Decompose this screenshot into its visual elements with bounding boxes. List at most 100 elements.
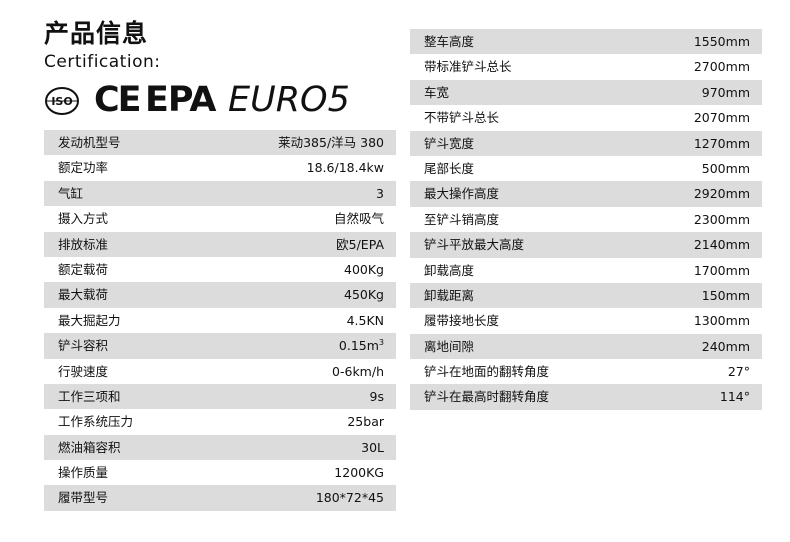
spec-label: 燃油箱容积 <box>58 439 121 455</box>
spec-row: 燃油箱容积 30L <box>44 434 396 461</box>
spec-value: 1550mm <box>694 29 750 54</box>
spec-value: 240mm <box>702 334 750 359</box>
spec-value: 2140mm <box>694 232 750 257</box>
epa-logo: EPA <box>145 80 216 120</box>
spec-row: 最大掘起力 4.5KN <box>44 308 396 333</box>
spec-label: 最大载荷 <box>58 287 109 303</box>
spec-row: 履带接地长度 1300mm <box>410 308 762 333</box>
spec-label: 铲斗容积 <box>58 338 109 354</box>
spec-row: 不带铲斗总长 2070mm <box>410 105 762 130</box>
engine-spec-table: 发动机型号 莱动385/洋马 380 额定功率 18.6/18.4kw 气缸 3 摄入方式 自… <box>44 130 396 511</box>
spec-value-text: 27° <box>727 364 750 380</box>
spec-row: 车宽 970mm <box>410 79 762 106</box>
spec-value: 1300mm <box>694 308 750 333</box>
spec-label: 额定功率 <box>58 160 109 176</box>
spec-value-text: 450Kg <box>344 287 384 303</box>
spec-value: 150mm <box>702 283 750 308</box>
spec-row: 发动机型号 莱动385/洋马 380 <box>44 130 396 156</box>
spec-value-text: 1300mm <box>693 313 750 329</box>
spec-value-text: 莱动385/洋马 380 <box>278 135 384 150</box>
spec-value: 25bar <box>347 409 384 434</box>
spec-value: 自然吸气 <box>334 206 384 231</box>
spec-value-text: 500mm <box>701 160 750 176</box>
spec-value-text: 150mm <box>701 287 750 303</box>
spec-value-text: 1270mm <box>693 135 750 151</box>
spec-value: 2070mm <box>694 105 750 130</box>
spec-label: 尾部长度 <box>424 160 475 176</box>
spec-label: 操作质量 <box>58 465 109 481</box>
spec-value: 30L <box>361 435 384 460</box>
spec-value-text: 2300mm <box>693 211 750 227</box>
spec-value: 9s <box>370 384 384 409</box>
spec-value: 27° <box>728 359 750 384</box>
spec-value: 400Kg <box>344 257 384 282</box>
spec-label: 带标准铲斗总长 <box>424 59 512 75</box>
spec-value: 欧5/EPA <box>336 232 384 257</box>
spec-row: 卸载高度 1700mm <box>410 258 762 283</box>
spec-row: 工作三项和 9s <box>44 383 396 410</box>
spec-row: 铲斗宽度 1270mm <box>410 130 762 156</box>
spec-value-text: 0.15m <box>338 338 379 354</box>
spec-row: 最大操作高度 2920mm <box>410 181 762 207</box>
spec-label: 排放标准 <box>58 236 109 252</box>
spec-value: 0.15m3 <box>339 333 384 358</box>
spec-value-text: 1550mm <box>693 34 750 49</box>
iso-logo-icon: ISO <box>44 86 80 116</box>
spec-row: 行驶速度 0-6km/h <box>44 359 396 384</box>
spec-value: 18.6/18.4kw <box>307 155 384 180</box>
spec-value-text: 114° <box>719 389 750 405</box>
spec-value: 970mm <box>702 80 750 105</box>
spec-value: 180*72*45 <box>316 485 384 510</box>
spec-row: 带标准铲斗总长 2700mm <box>410 54 762 79</box>
spec-value-text: 25bar <box>347 414 384 430</box>
spec-row: 铲斗在最高时翻转角度 114° <box>410 384 762 410</box>
spec-value: 114° <box>720 384 750 409</box>
spec-value: 2920mm <box>694 181 750 206</box>
spec-value-text: 自然吸气 <box>333 211 384 227</box>
spec-value-text: 4.5KN <box>346 312 384 328</box>
spec-value: 2300mm <box>694 207 750 232</box>
spec-label: 摄入方式 <box>58 211 109 227</box>
spec-value-text: 400Kg <box>344 261 384 277</box>
spec-row: 摄入方式 自然吸气 <box>44 206 396 231</box>
spec-row: 尾部长度 500mm <box>410 156 762 181</box>
spec-value-text: 18.6/18.4kw <box>306 160 384 176</box>
spec-row: 额定功率 18.6/18.4kw <box>44 155 396 180</box>
spec-label: 至铲斗销高度 <box>424 211 500 227</box>
spec-value-superscript: 3 <box>378 337 384 347</box>
spec-row: 铲斗平放最大高度 2140mm <box>410 232 762 258</box>
spec-label: 铲斗在地面的翻转角度 <box>424 364 550 380</box>
page-title: 产品信息 <box>44 19 149 48</box>
spec-value-text: 2140mm <box>693 237 750 253</box>
spec-row: 卸载距离 150mm <box>410 282 762 309</box>
svg-text:ISO: ISO <box>51 95 72 108</box>
spec-label: 工作系统压力 <box>58 414 134 430</box>
spec-row: 工作系统压力 25bar <box>44 409 396 434</box>
spec-row: 排放标准 欧5/EPA <box>44 231 396 257</box>
spec-value: 500mm <box>702 156 750 181</box>
certification-label: Certification: <box>44 52 161 72</box>
spec-label: 最大操作高度 <box>424 186 500 202</box>
spec-value-text: 1200KG <box>334 465 384 481</box>
spec-value-text: 2070mm <box>693 110 750 126</box>
spec-label: 铲斗在最高时翻转角度 <box>424 389 550 405</box>
spec-value: 1270mm <box>694 131 750 156</box>
spec-label: 额定载荷 <box>58 261 109 277</box>
spec-value-text: 2920mm <box>693 186 750 202</box>
spec-row: 最大载荷 450Kg <box>44 282 396 308</box>
spec-label: 铲斗宽度 <box>424 135 475 151</box>
spec-value-text: 30L <box>361 439 384 455</box>
certification-logos: ISO CE EPA EURO5 <box>44 80 350 120</box>
euro5-logo: EURO5 <box>228 80 350 120</box>
spec-label: 履带接地长度 <box>424 313 500 329</box>
spec-value-text: 240mm <box>701 338 750 354</box>
spec-value-text: 3 <box>376 185 384 201</box>
spec-row: 整车高度 1550mm <box>410 29 762 55</box>
spec-row: 气缸 3 <box>44 180 396 207</box>
spec-value: 1200KG <box>334 460 384 485</box>
spec-value-text: 9s <box>369 388 384 404</box>
spec-value-text: 970mm <box>701 84 750 100</box>
spec-value: 莱动385/洋马 380 <box>278 130 384 155</box>
spec-row: 额定载荷 400Kg <box>44 257 396 282</box>
spec-label: 铲斗平放最大高度 <box>424 237 525 253</box>
